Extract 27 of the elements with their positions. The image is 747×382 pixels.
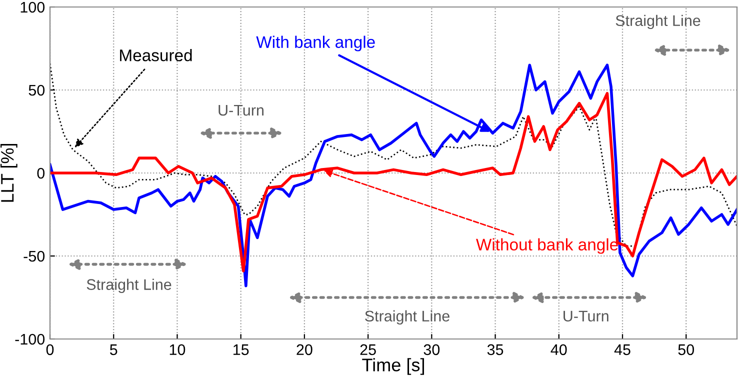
x-tick-label: 40 — [550, 344, 567, 356]
annotation: Straight Line — [365, 310, 450, 325]
y-tick-label: 0 — [37, 168, 45, 179]
x-tick-label: 45 — [614, 344, 630, 356]
text: With bank angle — [256, 36, 375, 52]
y-tick-label: 50 — [28, 84, 45, 96]
y-tick-label: -50 — [24, 250, 45, 262]
y-axis-title: LLT [%] — [0, 144, 18, 202]
x-axis-title: Time [s] — [362, 358, 424, 375]
annotation: Straight Line — [616, 14, 700, 30]
y-tick-label: -100 — [15, 334, 45, 345]
x-tick-label: 20 — [296, 344, 312, 356]
y-tick-label: 100 — [20, 2, 45, 13]
x-tick-label: 10 — [170, 344, 186, 356]
x-tick-label: 0 — [46, 344, 54, 356]
text: Measured — [120, 49, 192, 62]
annotation: Straight Line — [86, 278, 172, 293]
x-tick-label: 15 — [234, 344, 249, 356]
series-label: Without bank angle — [476, 238, 618, 254]
annotation: U-Turn — [218, 105, 264, 116]
x-tick-label: 35 — [487, 344, 504, 356]
x-tick-label: 25 — [360, 344, 376, 356]
line-series — [50, 92, 737, 272]
x-tick-label: 50 — [678, 344, 694, 356]
annotation: U-Turn — [564, 310, 608, 322]
x-tick-label: 5 — [110, 344, 118, 356]
x-tick-label: 30 — [424, 344, 440, 356]
